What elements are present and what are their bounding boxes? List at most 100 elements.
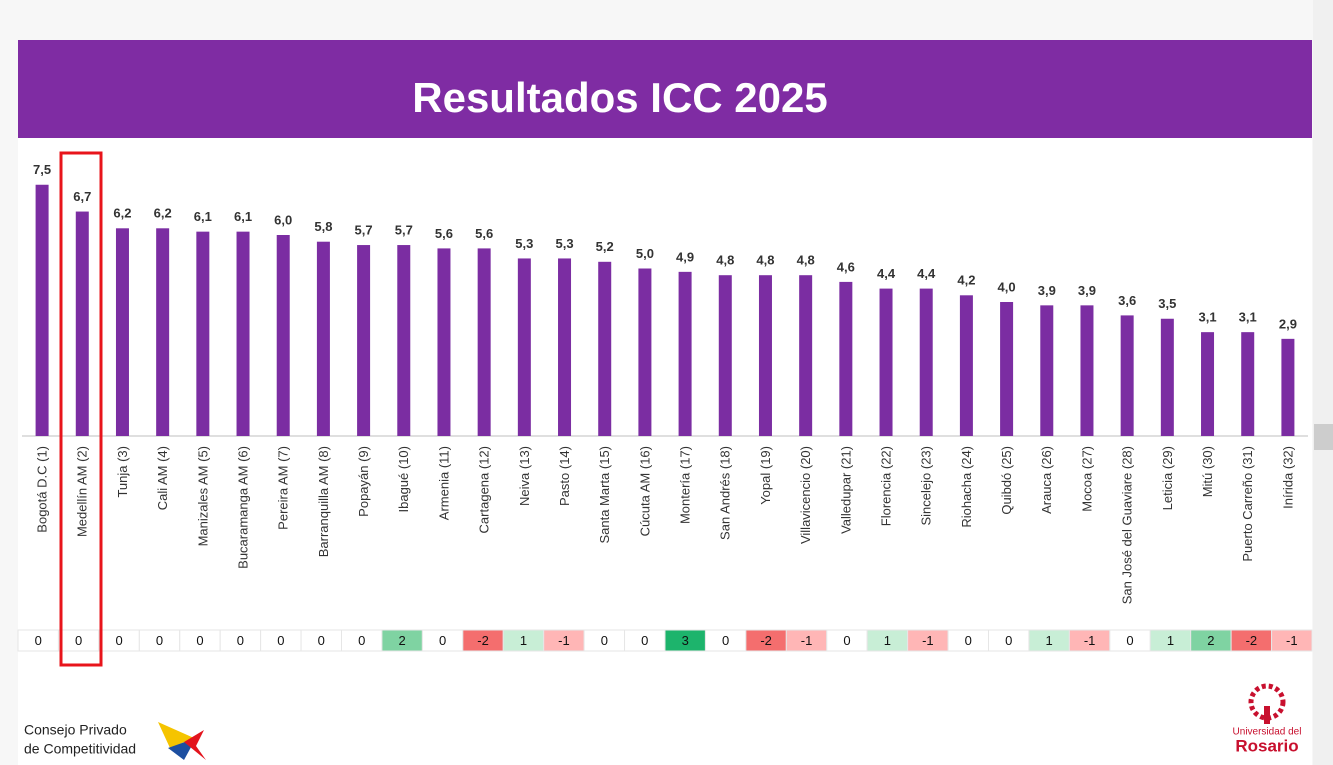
value-label: 4,9 [676, 249, 694, 264]
change-label: 0 [358, 633, 365, 648]
change-label: 0 [318, 633, 325, 648]
value-label: 5,7 [355, 222, 373, 237]
bar [517, 258, 531, 436]
value-label: 4,4 [917, 266, 936, 281]
value-label: 5,8 [314, 219, 332, 234]
x-tick-label: Cartagena (12) [477, 446, 492, 533]
value-label: 5,6 [475, 226, 493, 241]
x-tick-label: Florencia (22) [878, 446, 893, 526]
bar [75, 211, 89, 436]
change-label: -1 [801, 633, 813, 648]
x-tick-label: Neiva (13) [517, 446, 532, 506]
x-tick-label: Popayán (9) [356, 446, 371, 517]
scrollbar-track[interactable] [1313, 0, 1333, 765]
change-label: 2 [399, 633, 406, 648]
value-label: 4,8 [756, 253, 774, 268]
highlight-box [59, 151, 103, 667]
change-label: -1 [1084, 633, 1096, 648]
bar [477, 248, 491, 436]
logo-shape [184, 730, 206, 760]
value-label: 5,6 [435, 226, 453, 241]
bar [1281, 338, 1295, 436]
bar [1120, 315, 1134, 436]
bar [879, 288, 893, 436]
left-logo: Consejo Privado de Competitividad [24, 722, 206, 760]
bar [558, 258, 572, 436]
bar [1241, 332, 1255, 436]
x-tick-label: Bogotá D.C (1) [35, 446, 50, 533]
value-label: 6,2 [154, 206, 172, 221]
value-label: 4,6 [837, 259, 855, 274]
change-label: 1 [1167, 633, 1174, 648]
bar [598, 261, 612, 436]
value-label: 6,2 [113, 206, 131, 221]
bar [638, 268, 652, 436]
change-label: 0 [277, 633, 284, 648]
x-tick-label: Manizales AM (5) [195, 446, 210, 546]
x-tick-label: Quibdó (25) [999, 446, 1014, 515]
x-tick-label: Arauca (26) [1039, 446, 1054, 514]
change-label: 3 [682, 633, 689, 648]
bar [236, 231, 250, 436]
change-label: -2 [477, 633, 489, 648]
change-label: 0 [1005, 633, 1012, 648]
logo-text: Consejo Privado [24, 722, 127, 738]
x-tick-label: Cúcuta AM (16) [637, 446, 652, 536]
x-tick-label: San Andrés (18) [718, 446, 733, 540]
change-label: 1 [884, 633, 891, 648]
value-label: 4,8 [797, 253, 815, 268]
change-label: 0 [156, 633, 163, 648]
x-tick-label: Barranquilla AM (8) [316, 446, 331, 557]
x-tick-label: Bucaramanga AM (6) [235, 446, 250, 569]
value-label: 6,1 [194, 209, 212, 224]
bar [1160, 318, 1174, 436]
value-label: 6,0 [274, 212, 292, 227]
value-label: 4,8 [716, 253, 734, 268]
x-tick-label: Armenia (11) [436, 446, 451, 520]
x-tick-label: Leticia (29) [1160, 446, 1175, 510]
value-label: 3,5 [1158, 296, 1176, 311]
logo-text: Rosario [1235, 736, 1298, 755]
value-label: 5,3 [515, 236, 533, 251]
change-label: 0 [196, 633, 203, 648]
change-label: 0 [115, 633, 122, 648]
value-label: 6,7 [73, 189, 91, 204]
change-label: 1 [520, 633, 527, 648]
change-label: -2 [760, 633, 772, 648]
value-label: 3,1 [1198, 310, 1216, 325]
bar [799, 275, 813, 436]
value-label: 4,2 [957, 273, 975, 288]
value-label: 5,3 [555, 236, 573, 251]
bar [1080, 305, 1094, 436]
change-label: 0 [35, 633, 42, 648]
bar [1201, 332, 1215, 436]
change-label: 0 [1126, 633, 1133, 648]
value-label: 3,6 [1118, 293, 1136, 308]
chart-title: Resultados ICC 2025 [412, 74, 828, 121]
title-banner [18, 40, 1312, 138]
value-label: 4,4 [877, 266, 896, 281]
x-tick-label: Sincelejo (23) [919, 446, 934, 526]
bar [1000, 302, 1014, 436]
change-label: 0 [641, 633, 648, 648]
bar [718, 275, 732, 436]
change-label: -2 [1246, 633, 1258, 648]
bar [678, 271, 692, 436]
change-label: 0 [843, 633, 850, 648]
x-tick-label: Valledupar (21) [838, 446, 853, 534]
change-label: 0 [237, 633, 244, 648]
value-label: 5,2 [596, 239, 614, 254]
x-tick-label: Medellín AM (2) [75, 446, 90, 537]
x-tick-label: Pasto (14) [557, 446, 572, 506]
x-tick-label: San José del Guaviare (28) [1120, 446, 1135, 604]
bar [35, 184, 49, 436]
x-tick-label: Cali AM (4) [155, 446, 170, 510]
scrollbar-thumb[interactable] [1314, 424, 1333, 450]
x-tick-label: Ibagué (10) [396, 446, 411, 513]
x-tick-label: Puerto Carreño (31) [1240, 446, 1255, 562]
x-tick-label: Tunja (3) [115, 446, 130, 498]
value-label: 3,1 [1239, 310, 1257, 325]
bar [919, 288, 933, 436]
